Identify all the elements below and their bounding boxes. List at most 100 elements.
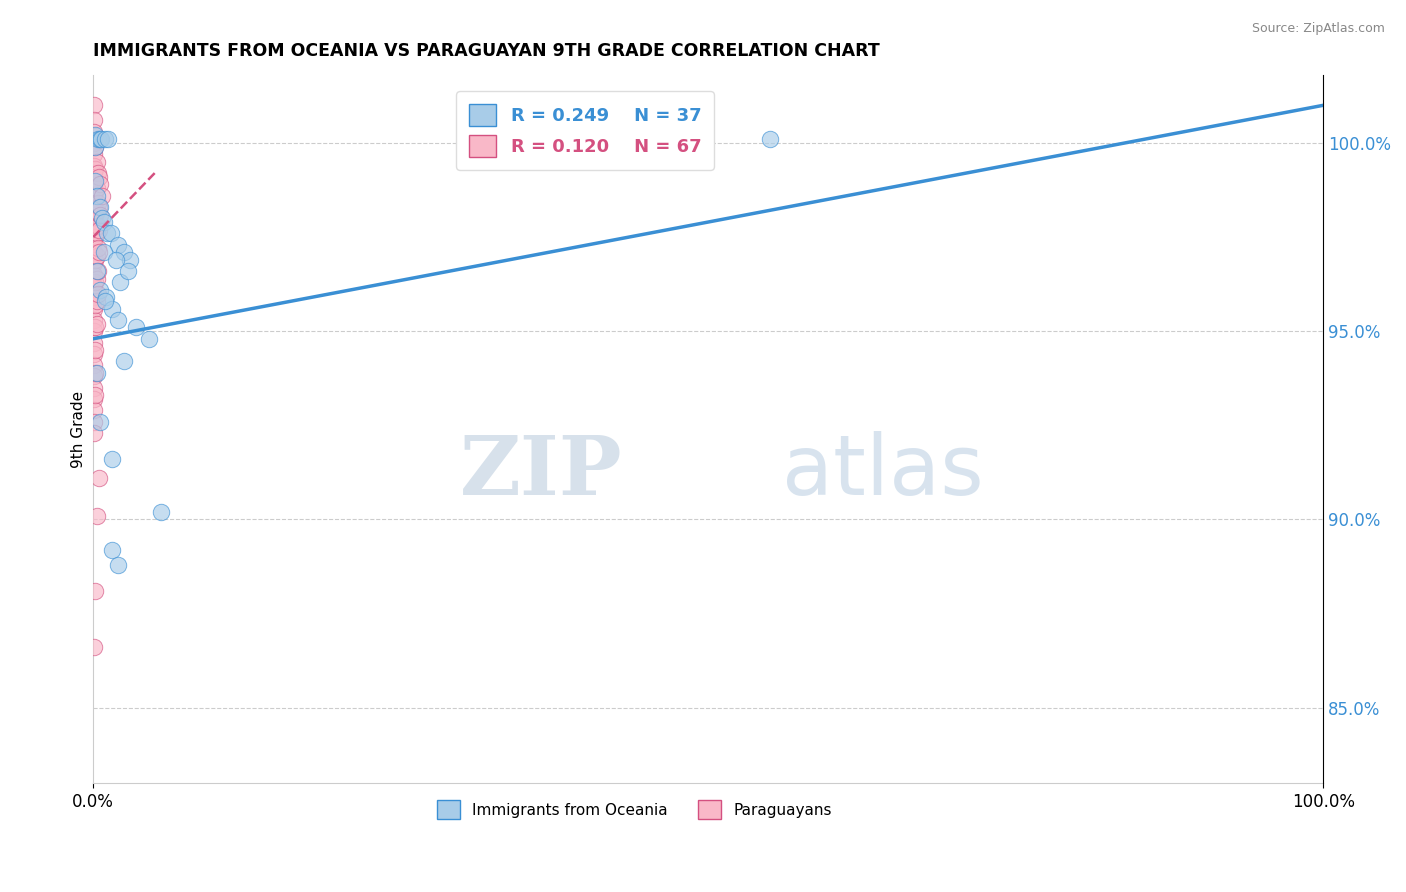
Point — [100, 301, 122, 316]
Point — [89, 200, 111, 214]
Point — [84, 140, 107, 154]
Point — [87, 169, 110, 184]
Point — [83, 200, 105, 214]
Point — [758, 132, 780, 146]
Point — [83, 392, 105, 406]
Point — [83, 313, 105, 327]
Point — [83, 279, 105, 293]
Point — [89, 207, 111, 221]
Point — [87, 166, 110, 180]
Point — [87, 200, 110, 214]
Point — [100, 452, 122, 467]
Point — [89, 178, 111, 192]
Point — [87, 196, 110, 211]
Point — [84, 343, 107, 357]
Point — [90, 132, 112, 146]
Point — [89, 132, 111, 146]
Point — [125, 320, 148, 334]
Point — [94, 132, 117, 146]
Point — [83, 245, 105, 260]
Point — [83, 640, 105, 655]
Point — [87, 471, 110, 485]
Point — [83, 369, 105, 384]
Point — [100, 542, 122, 557]
Point — [83, 381, 105, 395]
Point — [86, 227, 108, 241]
Point — [84, 128, 107, 143]
Point — [96, 227, 118, 241]
Point — [83, 136, 105, 150]
Point — [110, 275, 132, 289]
Point — [86, 181, 108, 195]
Point — [89, 415, 111, 429]
Text: atlas: atlas — [782, 431, 984, 512]
Y-axis label: 9th Grade: 9th Grade — [72, 391, 86, 467]
Point — [83, 268, 105, 282]
Point — [83, 166, 105, 180]
Point — [83, 403, 105, 417]
Point — [117, 264, 139, 278]
Text: IMMIGRANTS FROM OCEANIA VS PARAGUAYAN 9TH GRADE CORRELATION CHART: IMMIGRANTS FROM OCEANIA VS PARAGUAYAN 9T… — [93, 42, 880, 60]
Point — [83, 113, 105, 128]
Point — [87, 132, 110, 146]
Point — [83, 147, 105, 161]
Point — [86, 317, 108, 331]
Point — [83, 301, 105, 316]
Point — [93, 215, 115, 229]
Point — [90, 211, 112, 226]
Point — [87, 219, 110, 233]
Point — [84, 298, 107, 312]
Point — [83, 211, 105, 226]
Point — [112, 354, 135, 368]
Point — [94, 290, 117, 304]
Point — [84, 388, 107, 402]
Point — [87, 222, 110, 236]
Point — [83, 234, 105, 248]
Point — [100, 227, 122, 241]
Point — [93, 245, 115, 260]
Point — [84, 230, 107, 244]
Point — [86, 271, 108, 285]
Point — [83, 335, 105, 350]
Point — [86, 188, 108, 202]
Point — [97, 132, 120, 146]
Point — [86, 294, 108, 309]
Point — [84, 207, 107, 221]
Point — [83, 159, 105, 173]
Text: Source: ZipAtlas.com: Source: ZipAtlas.com — [1251, 22, 1385, 36]
Text: ZIP: ZIP — [460, 432, 621, 512]
Point — [83, 415, 105, 429]
Point — [84, 173, 107, 187]
Point — [104, 252, 127, 267]
Point — [83, 425, 105, 440]
Point — [86, 249, 108, 263]
Point — [107, 237, 129, 252]
Point — [138, 332, 160, 346]
Point — [83, 324, 105, 338]
Point — [83, 188, 105, 202]
Point — [83, 98, 105, 112]
Point — [107, 313, 129, 327]
Point — [83, 125, 105, 139]
Point — [83, 290, 105, 304]
Point — [84, 162, 107, 177]
Point — [86, 508, 108, 523]
Point — [83, 347, 105, 361]
Point — [86, 366, 108, 380]
Point — [86, 264, 108, 278]
Point — [107, 558, 129, 572]
Point — [120, 252, 142, 267]
Point — [83, 358, 105, 372]
Point — [84, 366, 107, 380]
Point — [87, 245, 110, 260]
Point — [84, 252, 107, 267]
Point — [149, 505, 172, 519]
Point — [84, 275, 107, 289]
Point — [90, 188, 112, 202]
Point — [83, 178, 105, 192]
Point — [84, 320, 107, 334]
Point — [84, 584, 107, 599]
Legend: Immigrants from Oceania, Paraguayans: Immigrants from Oceania, Paraguayans — [430, 794, 838, 825]
Point — [84, 140, 107, 154]
Point — [87, 286, 110, 301]
